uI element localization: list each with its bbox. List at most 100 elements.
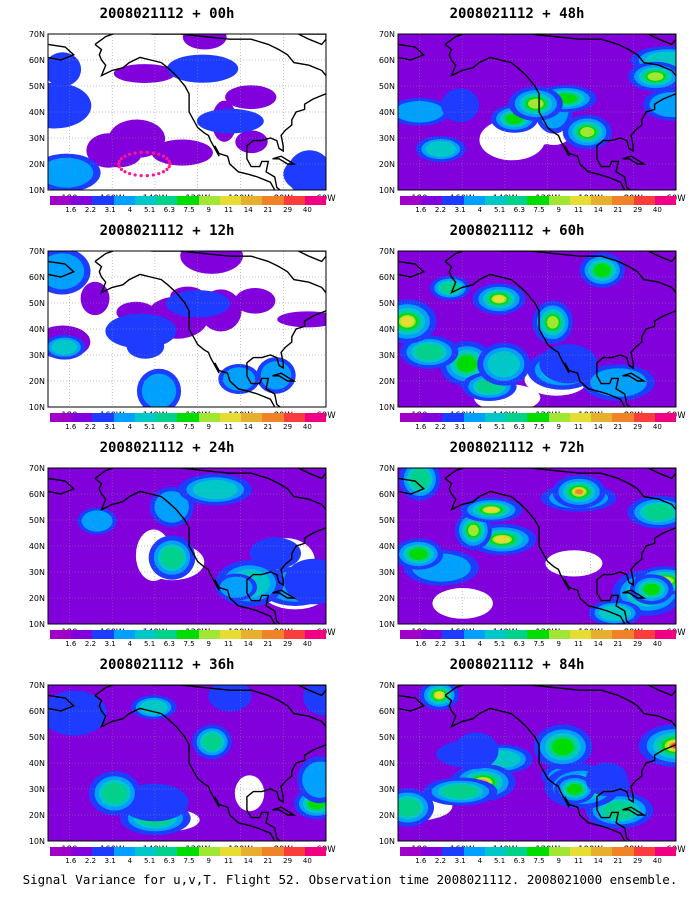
colorbar-swatch: [177, 196, 199, 205]
coastline: [398, 477, 425, 495]
colorbar-swatch: [400, 196, 422, 205]
colorbar-swatch: [177, 847, 199, 856]
flight-track-point: [123, 170, 127, 174]
map-panel: 2008021112 + 60h70N60N50N40N30N20N10N180…: [352, 223, 686, 433]
variance-contour: [51, 339, 78, 355]
colorbar-label: 4: [477, 206, 483, 214]
colorbar-swatch: [400, 847, 422, 856]
lat-tick-label: 40N: [379, 108, 395, 117]
coastline: [647, 34, 676, 46]
colorbar-swatch: [92, 847, 114, 856]
variance-contour: [398, 798, 421, 817]
colorbar-label: 2.2: [434, 640, 447, 648]
coastline: [94, 468, 326, 624]
colorbar-swatch: [198, 630, 220, 639]
variance-patch: [225, 85, 277, 110]
lon-tick-label: 60W: [666, 845, 686, 855]
variance-contour: [415, 344, 443, 361]
variance-map: 70N60N50N40N30N20N10N180160W140W120W100W…: [379, 681, 686, 855]
variance-contour: [575, 489, 583, 495]
variance-map: 70N60N50N40N30N20N10N180160W140W120W100W…: [29, 681, 336, 855]
lat-tick-label: 60N: [29, 490, 45, 499]
colorbar-swatch: [612, 413, 634, 422]
map-panel: 2008021112 + 84h70N60N50N40N30N20N10N180…: [352, 657, 686, 867]
colorbar-swatch: [506, 847, 528, 856]
colorbar-swatch: [654, 413, 677, 422]
colorbar-swatch: [421, 630, 443, 639]
colorbar-swatch: [612, 196, 634, 205]
lat-tick-label: 30N: [379, 568, 395, 577]
variance-contour: [643, 583, 660, 595]
lat-tick-label: 20N: [379, 160, 395, 169]
colorbar-swatch: [400, 630, 422, 639]
colorbar-label: 14: [243, 640, 253, 648]
variance-contour: [425, 141, 456, 157]
colorbar-swatch: [283, 196, 305, 205]
flight-track-point: [161, 154, 166, 158]
colorbar-label: 3.1: [104, 206, 116, 214]
colorbar-swatch: [50, 413, 72, 422]
coastline: [622, 372, 647, 382]
panel-title: 2008021112 + 72h: [449, 440, 585, 456]
colorbar-label: 9: [206, 206, 211, 214]
colorbar-swatch: [484, 413, 507, 422]
lon-tick-label: 60W: [316, 194, 336, 204]
colorbar-label: 11: [224, 206, 233, 214]
flight-track-point: [151, 173, 155, 177]
coastline: [48, 43, 75, 61]
lat-tick-label: 60N: [29, 707, 45, 716]
colorbar-label: 29: [633, 423, 643, 431]
colorbar-swatch: [262, 630, 284, 639]
colorbar-label: 2.2: [434, 423, 447, 431]
panel-title: 2008021112 + 60h: [449, 223, 585, 239]
coastline: [94, 251, 326, 407]
variance-map: 70N60N50N40N30N20N10N180160W140W120W100W…: [379, 30, 686, 204]
lat-tick-label: 70N: [29, 247, 45, 256]
colorbar-swatch: [463, 630, 485, 639]
lat-tick-label: 70N: [379, 464, 395, 473]
colorbar-swatch: [633, 630, 655, 639]
colorbar-swatch: [569, 196, 592, 205]
flight-track-point: [128, 172, 132, 176]
flight-track-point: [157, 172, 161, 176]
colorbar-swatch: [506, 196, 528, 205]
variance-contour: [81, 510, 113, 532]
variance-contour: [222, 367, 256, 391]
variance-contour: [598, 605, 632, 621]
lat-tick-label: 10N: [379, 837, 395, 846]
lat-tick-label: 10N: [29, 837, 45, 846]
variance-contour: [208, 685, 252, 712]
colorbar-label: 14: [243, 206, 253, 214]
colorbar-label: 11: [224, 640, 233, 648]
coastline: [272, 806, 297, 816]
lat-tick-label: 40N: [379, 325, 395, 334]
plot-frame: [397, 684, 677, 842]
lat-tick-label: 30N: [379, 785, 395, 794]
colorbar: 1.6 2.2 3.1 4 5.1 6.3 7.5 9 11 14 21 29 40: [50, 196, 327, 218]
colorbar-label: 6.3: [513, 206, 525, 214]
variance-patch: [108, 119, 166, 158]
variance-contour: [48, 690, 107, 736]
colorbar-swatch: [262, 196, 284, 205]
colorbar-label: 7.5: [183, 857, 195, 865]
colorbar-label: 4: [127, 423, 133, 431]
colorbar-label: 40: [652, 640, 662, 648]
colorbar-label: 4: [477, 423, 483, 431]
variance-contour: [139, 700, 168, 715]
coastline: [444, 468, 676, 624]
colorbar-label: 4: [127, 857, 133, 865]
colorbar-label: 4: [477, 857, 483, 865]
colorbar-swatch: [633, 847, 655, 856]
colorbar-label: 3.1: [454, 206, 466, 214]
colorbar-swatch: [50, 847, 72, 856]
colorbar-label: 21: [613, 640, 623, 648]
coastline: [94, 685, 326, 841]
lat-tick-label: 50N: [29, 733, 45, 742]
colorbar-swatch: [591, 413, 613, 422]
flight-track-point: [165, 167, 169, 172]
colorbar-swatch: [219, 196, 242, 205]
flight-track-point: [167, 165, 171, 169]
colorbar-label: 14: [243, 423, 253, 431]
flight-track-point: [133, 173, 137, 177]
lat-tick-label: 40N: [29, 759, 45, 768]
